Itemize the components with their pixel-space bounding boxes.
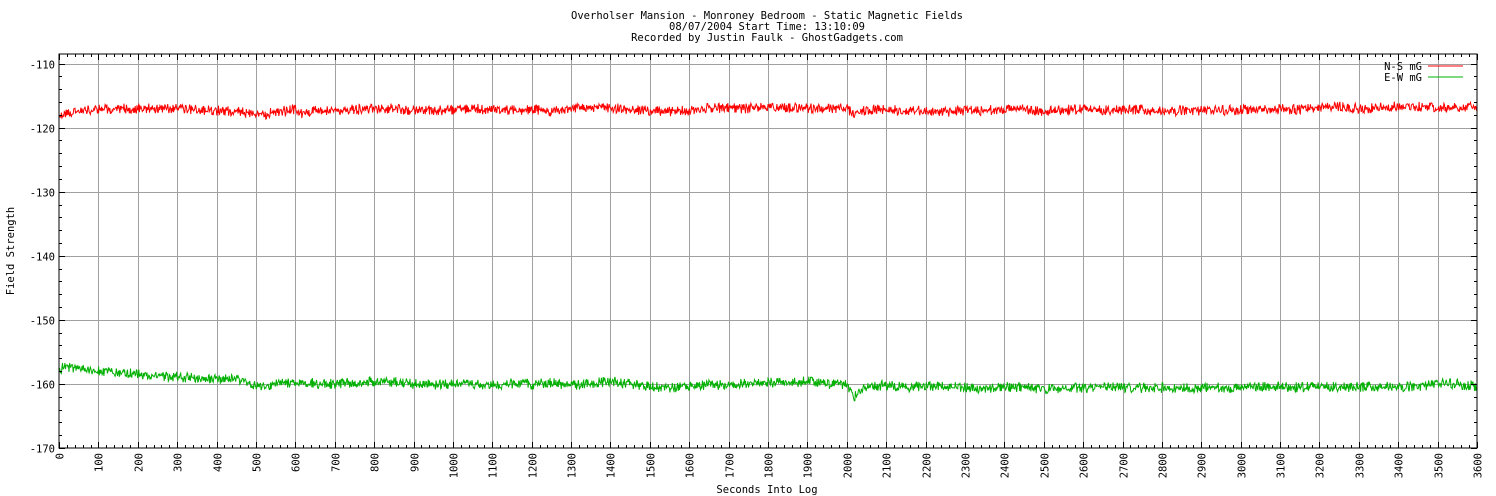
y-tick-label: -110 (30, 60, 55, 72)
y-tick-label: -160 (30, 380, 55, 392)
x-tick-label: 2600 (1079, 453, 1091, 478)
x-tick-label: 500 (252, 453, 264, 472)
x-tick-label: 3500 (1434, 453, 1446, 478)
x-tick-label: 800 (370, 453, 382, 472)
x-tick-label: 1400 (606, 453, 618, 478)
x-tick-label: 400 (213, 453, 225, 472)
legend-label: N-S mG (1384, 61, 1422, 73)
x-tick-label: 2100 (882, 453, 894, 478)
x-tick-label: 600 (291, 453, 303, 472)
legend: N-S mGE-W mG (1384, 61, 1463, 84)
y-tick-label: -120 (30, 124, 55, 136)
series-layer (58, 100, 1478, 402)
x-tick-label: 3600 (1473, 453, 1485, 478)
x-tick-label: 2700 (1119, 453, 1131, 478)
x-tick-label: 3100 (1276, 453, 1288, 478)
x-tick-label: 1800 (764, 453, 776, 478)
x-tick-label: 2800 (1158, 453, 1170, 478)
y-tick-label: -170 (30, 444, 55, 456)
x-tick-label: 2000 (843, 453, 855, 478)
x-tick-label: 2900 (1197, 453, 1209, 478)
chart-title-line-1: Overholser Mansion - Monroney Bedroom - … (571, 10, 963, 22)
axis-ticks (59, 54, 1478, 449)
y-axis-label: Field Strength (5, 207, 17, 296)
x-tick-label: 1600 (685, 453, 697, 478)
x-tick-label: 700 (331, 453, 343, 472)
chart-title: Overholser Mansion - Monroney Bedroom - … (571, 10, 963, 44)
chart-title-line-2: 08/07/2004 Start Time: 13:10:09 (669, 21, 865, 33)
x-tick-label: 3200 (1315, 453, 1327, 478)
x-tick-label: 100 (94, 453, 106, 472)
x-tick-label: 1200 (528, 453, 540, 478)
series-line-n-s (58, 100, 1478, 120)
x-axis-label: Seconds Into Log (716, 484, 817, 496)
y-tick-label: -150 (30, 316, 55, 328)
x-tick-label: 2500 (1040, 453, 1052, 478)
x-tick-label: 1900 (803, 453, 815, 478)
chart-title-line-3: Recorded by Justin Faulk - GhostGadgets.… (631, 32, 903, 44)
x-axis-tick-labels: 0 100 200 300 400 500 600 700 800 900 1000 1100 1200… (55, 453, 1485, 478)
x-tick-label: 1300 (567, 453, 579, 478)
x-tick-label: 300 (173, 453, 185, 472)
x-tick-label: 1500 (646, 453, 658, 478)
x-tick-label: 3000 (1237, 453, 1249, 478)
x-tick-label: 3400 (1394, 453, 1406, 478)
x-tick-label: 3300 (1355, 453, 1367, 478)
y-tick-label: -140 (30, 252, 55, 264)
x-tick-label: 1000 (449, 453, 461, 478)
x-tick-label: 900 (410, 453, 422, 472)
x-tick-label: 0 (55, 453, 67, 459)
x-tick-label: 1100 (488, 453, 500, 478)
y-axis-tick-labels: -110 -120 -130 -140 -150 -160 -170 (30, 60, 55, 456)
y-tick-label: -130 (30, 188, 55, 200)
x-tick-label: 2200 (922, 453, 934, 478)
x-tick-label: 1700 (725, 453, 737, 478)
x-tick-label: 200 (134, 453, 146, 472)
x-tick-label: 2300 (961, 453, 973, 478)
x-tick-label: 2400 (1000, 453, 1012, 478)
series-line-e-w (58, 362, 1478, 402)
legend-label: E-W mG (1384, 72, 1422, 84)
